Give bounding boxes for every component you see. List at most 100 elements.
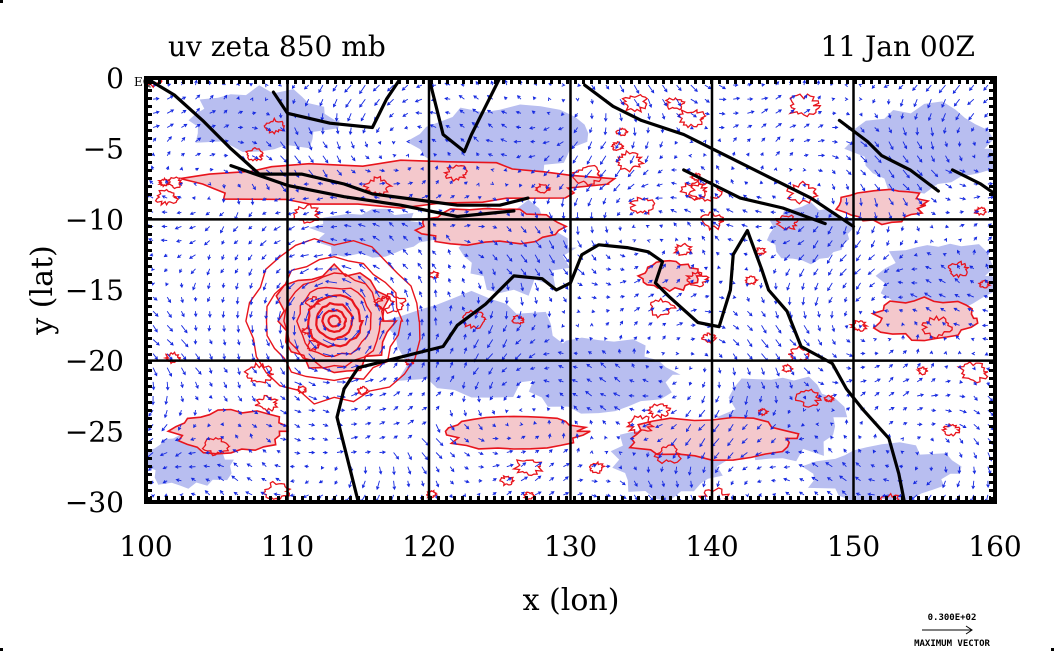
wind-vector-441 bbox=[449, 180, 453, 185]
wind-vector-703 bbox=[756, 238, 762, 243]
wind-vector-1209 bbox=[280, 367, 285, 375]
wind-vector-1613 bbox=[900, 450, 905, 455]
wind-vector-1565 bbox=[218, 449, 224, 454]
wind-vector-1299 bbox=[702, 381, 706, 388]
wind-vector-1732 bbox=[882, 478, 890, 482]
wind-vector-1539 bbox=[699, 438, 706, 448]
wind-vector-1576 bbox=[379, 450, 387, 455]
x-tick-label-100: 100 bbox=[119, 530, 172, 563]
wind-vector-1221 bbox=[449, 361, 454, 368]
wind-vector-1327 bbox=[251, 395, 256, 402]
wind-vector-55 bbox=[925, 84, 932, 92]
wind-vector-875 bbox=[648, 279, 653, 284]
wind-vector-939 bbox=[704, 294, 710, 299]
wind-vector-1646 bbox=[520, 462, 527, 468]
wind-vector-1424 bbox=[772, 409, 777, 417]
wind-vector-19 bbox=[415, 84, 423, 88]
wind-vector-581 bbox=[725, 208, 734, 213]
wind-vector-13 bbox=[332, 84, 338, 92]
wind-vector-1591 bbox=[589, 450, 594, 455]
wind-vector-381 bbox=[448, 164, 452, 170]
wind-vector-784 bbox=[206, 268, 211, 276]
wind-vector-820 bbox=[717, 265, 721, 270]
wind-vector-467 bbox=[817, 182, 821, 187]
wind-vector-898 bbox=[969, 280, 975, 284]
wind-vector-969 bbox=[277, 311, 281, 322]
wind-vector-1129 bbox=[846, 339, 851, 343]
negative-region-10 bbox=[801, 442, 962, 502]
wind-vector-773 bbox=[899, 254, 904, 259]
wind-vector-1195 bbox=[929, 350, 934, 355]
wind-vector-1481 bbox=[728, 424, 734, 432]
wind-vector-24 bbox=[490, 80, 495, 86]
small-contour-56 bbox=[373, 295, 396, 311]
small-contour-65 bbox=[628, 196, 656, 216]
wind-vector-128 bbox=[266, 112, 271, 116]
wind-vector-977 bbox=[390, 301, 395, 312]
wind-vector-77 bbox=[386, 98, 394, 106]
wind-vector-1348 bbox=[545, 394, 550, 398]
wind-vector-15 bbox=[359, 84, 366, 95]
wind-vector-932 bbox=[605, 295, 611, 299]
wind-vector-846 bbox=[235, 282, 239, 290]
wind-vector-1153 bbox=[336, 352, 350, 356]
wind-vector-180 bbox=[152, 124, 160, 129]
wind-vector-72 bbox=[319, 99, 324, 107]
wind-vector-1330 bbox=[294, 395, 301, 401]
wind-vector-873 bbox=[619, 280, 627, 284]
wind-vector-233 bbox=[902, 127, 907, 136]
wind-vector-1608 bbox=[827, 447, 833, 453]
wind-vector-1343 bbox=[477, 395, 481, 403]
wind-vector-1735 bbox=[926, 480, 932, 486]
small-contour-7 bbox=[306, 339, 321, 352]
wind-vector-950 bbox=[855, 296, 861, 302]
wind-vector-1120 bbox=[718, 339, 726, 344]
wind-vector-554 bbox=[344, 210, 352, 214]
wind-vector-1528 bbox=[547, 433, 552, 439]
wind-vector-686 bbox=[520, 240, 528, 248]
wind-vector-798 bbox=[402, 263, 409, 270]
wind-vector-171 bbox=[874, 113, 878, 119]
wind-vector-643 bbox=[755, 224, 762, 229]
wind-vector-1313 bbox=[902, 378, 910, 383]
wind-vector-809 bbox=[563, 268, 569, 276]
wind-vector-815 bbox=[648, 264, 654, 270]
wind-vector-1028 bbox=[264, 325, 268, 333]
wind-vector-1208 bbox=[265, 367, 270, 375]
wind-vector-752 bbox=[605, 254, 611, 260]
wind-vector-525 bbox=[787, 196, 792, 201]
wind-vector-411 bbox=[874, 169, 881, 178]
wind-vector-919 bbox=[418, 290, 423, 298]
wind-vector-1662 bbox=[742, 466, 748, 471]
wind-vector-1329 bbox=[280, 395, 286, 400]
wind-vector-1266 bbox=[237, 381, 241, 389]
wind-vector-1285 bbox=[501, 381, 508, 386]
wind-vector-189 bbox=[280, 127, 286, 132]
x-tick-labels: 100 110 120 130 140 150 160 bbox=[119, 530, 1021, 563]
wind-vector-502 bbox=[464, 195, 470, 199]
wind-vector-1454 bbox=[351, 422, 358, 426]
wind-vector-551 bbox=[302, 211, 309, 216]
wind-vector-1606 bbox=[797, 450, 805, 455]
wind-vector-1686 bbox=[231, 475, 239, 482]
wind-vector-253 bbox=[336, 141, 341, 150]
wind-vector-684 bbox=[492, 240, 498, 246]
wind-vector-709 bbox=[840, 240, 847, 248]
wind-vector-1043 bbox=[472, 325, 479, 333]
wind-vector-1233 bbox=[614, 363, 621, 369]
wind-vector-1517 bbox=[393, 435, 398, 439]
wind-vector-1495 bbox=[931, 422, 936, 426]
wind-vector-1128 bbox=[831, 339, 836, 346]
wind-vector-858 bbox=[404, 277, 409, 284]
wind-vector-269 bbox=[556, 141, 564, 146]
wind-vector-413 bbox=[902, 169, 910, 179]
wind-vector-60 bbox=[153, 96, 160, 101]
wind-vector-1743 bbox=[190, 492, 196, 497]
small-contour-11 bbox=[781, 363, 794, 373]
wind-vector-1523 bbox=[478, 437, 485, 442]
wind-vector-627 bbox=[534, 226, 541, 234]
wind-vector-1671 bbox=[870, 464, 875, 468]
wind-vector-1058 bbox=[690, 323, 696, 328]
wind-vector-1543 bbox=[756, 438, 762, 443]
wind-vector-1366 bbox=[802, 395, 807, 400]
